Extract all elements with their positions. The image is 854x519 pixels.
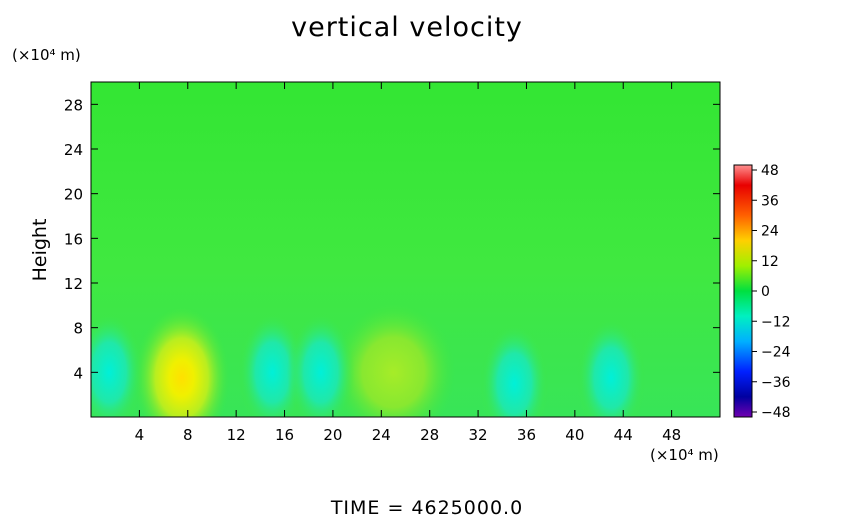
x-tick-label: 32 xyxy=(469,426,488,444)
colorbar-tick-label: 12 xyxy=(761,254,779,270)
y-tick-label: 12 xyxy=(64,275,83,293)
x-tick-label: 4 xyxy=(135,426,145,444)
y-tick-label: 8 xyxy=(73,320,83,338)
y-tick-label: 20 xyxy=(64,186,83,204)
velocity-field xyxy=(91,82,720,417)
plot-frame xyxy=(90,81,721,418)
x-tick-label: 8 xyxy=(183,426,193,444)
colorbar-tick-label: −36 xyxy=(761,375,791,391)
time-label: TIME = 4625000.0 xyxy=(330,497,524,519)
colorbar-tick-label: −12 xyxy=(761,314,791,330)
field-feature-1 xyxy=(331,302,456,417)
x-tick-label: 36 xyxy=(517,426,536,444)
x-tick-label: 24 xyxy=(372,426,391,444)
x-unit-label: (×10⁴ m) xyxy=(650,446,719,464)
field-feature-5 xyxy=(480,323,549,417)
y-tick-label: 4 xyxy=(73,364,83,382)
colorbar-tick-label: −48 xyxy=(761,405,791,421)
x-tick-label: 16 xyxy=(275,426,294,444)
x-tick-label: 44 xyxy=(614,426,633,444)
y-tick-label: 28 xyxy=(64,96,83,114)
field-feature-0 xyxy=(133,305,230,417)
x-tick-label: 20 xyxy=(323,426,342,444)
colorbar-tick-label: 0 xyxy=(761,284,770,300)
x-tick-label: 28 xyxy=(420,426,439,444)
colorbar-tick-label: 24 xyxy=(761,224,779,240)
colorbar xyxy=(733,164,753,418)
chart-title: vertical velocity xyxy=(291,12,523,43)
colorbar-tick-label: 36 xyxy=(761,193,779,209)
x-tick-label: 48 xyxy=(662,426,681,444)
x-tick-label: 12 xyxy=(227,426,246,444)
y-tick-label: 16 xyxy=(64,230,83,248)
y-axis: 4 8 12 16 20 24 28 xyxy=(64,96,720,382)
y-unit-label: (×10⁴ m) xyxy=(12,46,81,64)
x-axis: 4 8 12 16 20 24 28 32 36 40 44 48 xyxy=(135,82,681,444)
field-feature-6 xyxy=(577,317,646,417)
colorbar-tick-label: 48 xyxy=(761,163,779,179)
field-feature-4 xyxy=(286,312,355,417)
x-tick-label: 40 xyxy=(565,426,584,444)
y-tick-label: 24 xyxy=(64,141,83,159)
field-feature-2 xyxy=(91,312,144,417)
colorbar-tick-label: −24 xyxy=(761,345,791,361)
colorbar-ticks: 48 36 24 12 0 −12 −24 −36 −48 xyxy=(752,163,791,421)
